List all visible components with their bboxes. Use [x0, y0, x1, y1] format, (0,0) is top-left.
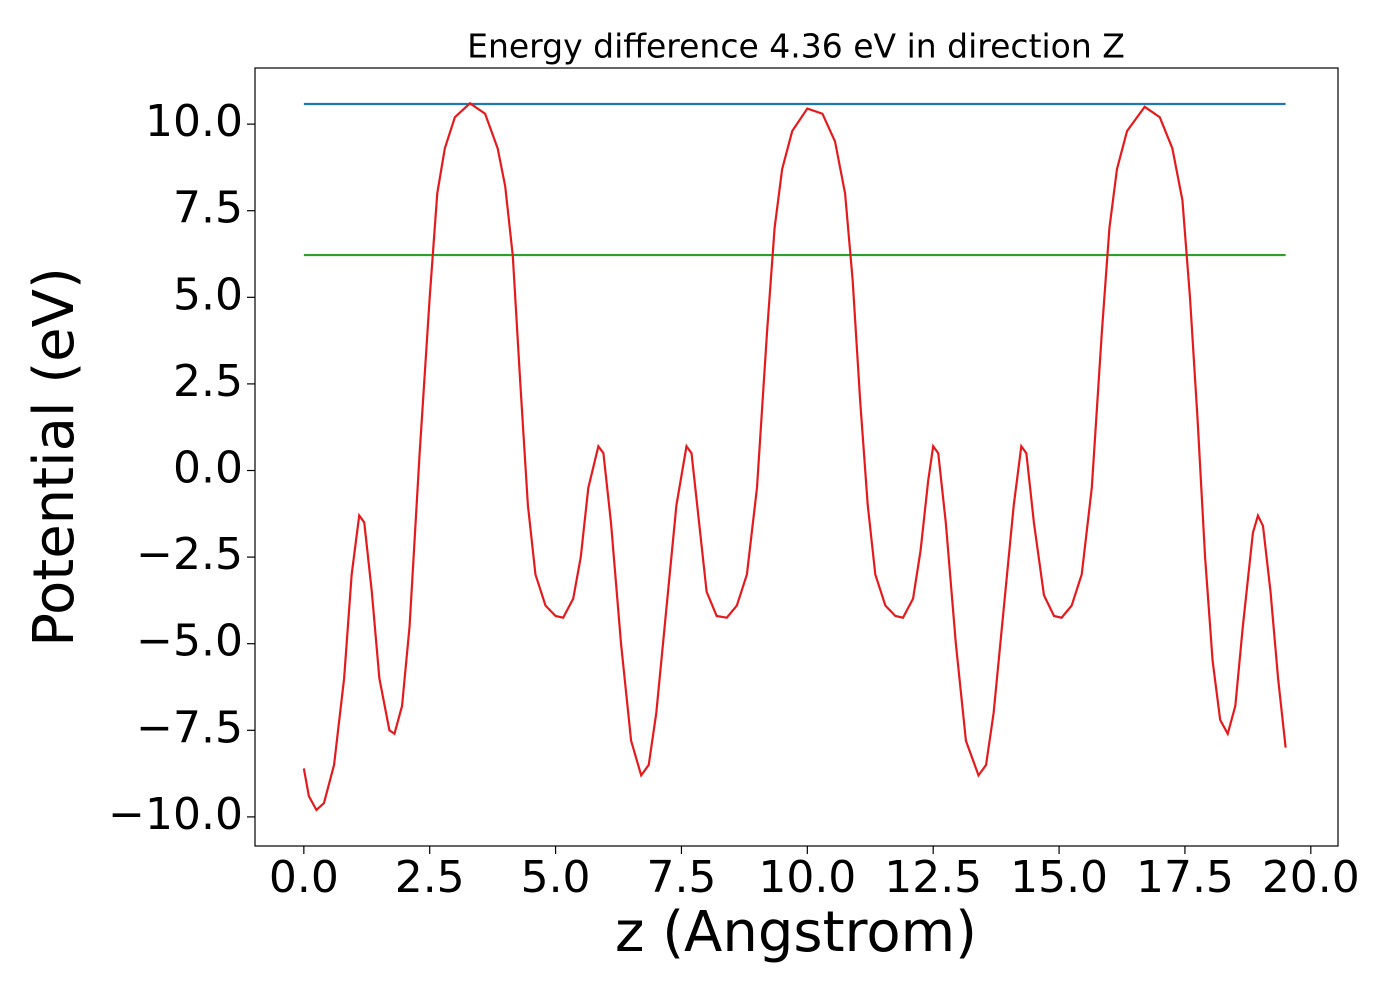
- y-tick-label: −2.5: [136, 529, 243, 580]
- chart-title: Energy difference 4.36 eV in direction Z: [467, 27, 1125, 66]
- x-tick-label: 10.0: [758, 852, 856, 903]
- y-tick-label: 7.5: [173, 183, 243, 234]
- x-tick-label: 20.0: [1262, 852, 1360, 903]
- y-tick-label: 2.5: [173, 356, 243, 407]
- x-axis-label: z (Angstrom): [615, 900, 977, 965]
- x-tick-label: 15.0: [1010, 852, 1108, 903]
- x-tick-label: 2.5: [395, 852, 465, 903]
- x-tick-label: 7.5: [646, 852, 716, 903]
- x-tick-label: 12.5: [884, 852, 982, 903]
- y-tick-label: 0.0: [173, 443, 243, 494]
- y-tick-label: 10.0: [145, 96, 243, 147]
- data-line: [302, 101, 1287, 812]
- y-tick-label: 5.0: [173, 269, 243, 320]
- y-axis-label: Potential (eV): [22, 267, 87, 647]
- y-tick-label: −5.0: [136, 616, 243, 667]
- y-tick-label: −10.0: [108, 789, 243, 840]
- x-tick-label: 0.0: [269, 852, 339, 903]
- plot-frame: [254, 67, 1339, 847]
- y-tick-label: −7.5: [136, 702, 243, 753]
- x-tick-label: 5.0: [521, 852, 591, 903]
- x-tick-label: 17.5: [1136, 852, 1234, 903]
